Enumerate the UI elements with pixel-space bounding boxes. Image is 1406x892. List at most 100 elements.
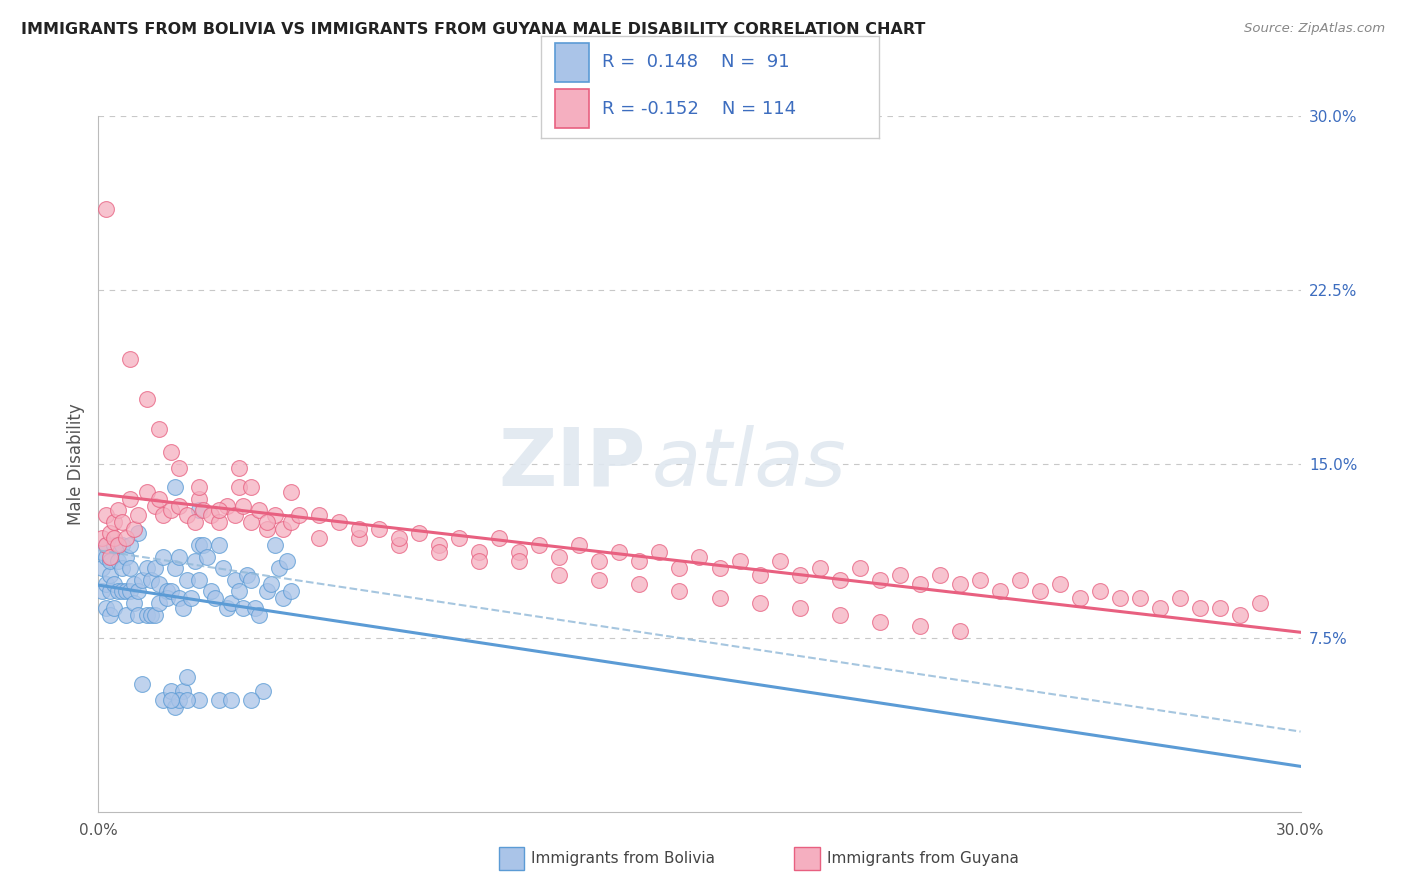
- Point: [219, 596, 242, 610]
- Point: [107, 538, 129, 552]
- Point: [709, 561, 731, 575]
- Point: [124, 577, 146, 591]
- Point: [243, 600, 266, 615]
- Point: [115, 549, 138, 564]
- Point: [548, 549, 571, 564]
- Point: [276, 554, 298, 568]
- Text: Immigrants from Guyana: Immigrants from Guyana: [827, 852, 1018, 866]
- Point: [135, 561, 157, 575]
- Point: [91, 545, 114, 559]
- Point: [408, 526, 430, 541]
- Point: [103, 531, 125, 545]
- Point: [828, 573, 851, 587]
- Point: [447, 531, 470, 545]
- Point: [288, 508, 311, 522]
- Point: [728, 554, 751, 568]
- Point: [548, 568, 571, 582]
- Point: [949, 577, 972, 591]
- Point: [115, 531, 138, 545]
- Point: [128, 607, 150, 622]
- Point: [1149, 600, 1171, 615]
- Point: [1029, 584, 1052, 599]
- Point: [628, 577, 651, 591]
- Point: [232, 600, 254, 615]
- Point: [256, 584, 278, 599]
- Point: [111, 584, 134, 599]
- Point: [128, 526, 150, 541]
- Bar: [555, 43, 589, 82]
- Point: [388, 531, 411, 545]
- Point: [107, 538, 129, 552]
- Point: [100, 549, 122, 564]
- Point: [103, 538, 125, 552]
- Point: [100, 607, 122, 622]
- Point: [689, 549, 711, 564]
- Point: [107, 503, 129, 517]
- Point: [96, 600, 118, 615]
- Point: [96, 202, 118, 216]
- Point: [347, 522, 370, 536]
- Point: [215, 499, 238, 513]
- Point: [208, 515, 231, 529]
- Point: [247, 607, 270, 622]
- Point: [252, 684, 274, 698]
- Point: [789, 600, 811, 615]
- Point: [224, 508, 246, 522]
- Point: [155, 584, 177, 599]
- Point: [239, 480, 262, 494]
- Point: [908, 577, 931, 591]
- Point: [191, 503, 214, 517]
- Point: [111, 538, 134, 552]
- Point: [183, 515, 205, 529]
- Point: [167, 693, 190, 707]
- Text: Source: ZipAtlas.com: Source: ZipAtlas.com: [1244, 22, 1385, 36]
- Point: [308, 508, 330, 522]
- Point: [228, 461, 250, 475]
- Point: [247, 503, 270, 517]
- Point: [628, 554, 651, 568]
- Point: [508, 545, 530, 559]
- Point: [159, 684, 181, 698]
- Point: [208, 503, 231, 517]
- Point: [100, 554, 122, 568]
- Point: [176, 508, 198, 522]
- Point: [271, 591, 294, 606]
- Text: IMMIGRANTS FROM BOLIVIA VS IMMIGRANTS FROM GUYANA MALE DISABILITY CORRELATION CH: IMMIGRANTS FROM BOLIVIA VS IMMIGRANTS FR…: [21, 22, 925, 37]
- Point: [588, 554, 610, 568]
- Point: [91, 561, 114, 575]
- Point: [148, 596, 170, 610]
- Point: [167, 591, 190, 606]
- Point: [195, 549, 218, 564]
- Point: [280, 584, 302, 599]
- Point: [187, 573, 209, 587]
- Point: [949, 624, 972, 638]
- Point: [648, 545, 671, 559]
- Point: [308, 531, 330, 545]
- Point: [808, 561, 831, 575]
- Point: [176, 693, 198, 707]
- Point: [267, 561, 290, 575]
- Point: [128, 584, 150, 599]
- Point: [103, 600, 125, 615]
- Point: [152, 508, 174, 522]
- Point: [468, 545, 491, 559]
- Point: [148, 577, 170, 591]
- Point: [588, 573, 610, 587]
- Point: [183, 554, 205, 568]
- Point: [172, 600, 194, 615]
- Text: ZIP: ZIP: [498, 425, 645, 503]
- Bar: [555, 89, 589, 128]
- Point: [148, 422, 170, 436]
- Point: [869, 615, 891, 629]
- Point: [152, 693, 174, 707]
- Point: [120, 584, 142, 599]
- Text: atlas: atlas: [651, 425, 846, 503]
- Point: [368, 522, 391, 536]
- Point: [115, 607, 138, 622]
- Point: [159, 584, 181, 599]
- Point: [124, 522, 146, 536]
- Point: [111, 561, 134, 575]
- Point: [869, 573, 891, 587]
- Point: [1109, 591, 1132, 606]
- Point: [219, 693, 242, 707]
